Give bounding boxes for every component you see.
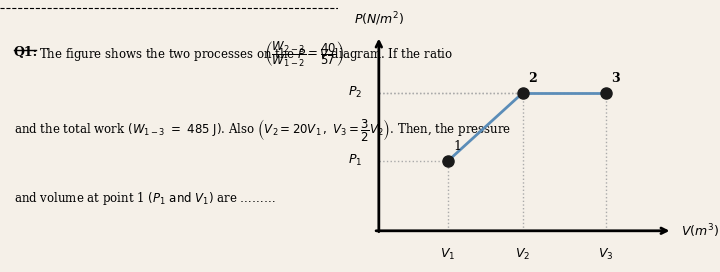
Text: $V_2$: $V_2$ (516, 247, 531, 262)
Text: 2: 2 (528, 72, 537, 85)
Text: $\left(\dfrac{W_{2-3}}{W_{1-2}} = \dfrac{40}{57}\right)$: $\left(\dfrac{W_{2-3}}{W_{1-2}} = \dfrac… (264, 39, 344, 69)
Text: $P_1$: $P_1$ (348, 153, 362, 168)
Text: $V_3$: $V_3$ (598, 247, 613, 262)
Text: 3: 3 (611, 72, 620, 85)
Text: 1: 1 (454, 140, 462, 153)
Text: The figure shows the two processes on the $P-V$ diagram. If the ratio: The figure shows the two processes on th… (39, 46, 453, 63)
Text: $P_2$: $P_2$ (348, 85, 362, 100)
Text: $V(m^3)$: $V(m^3)$ (680, 222, 719, 240)
Text: $V_1$: $V_1$ (441, 247, 456, 262)
Text: and the total work $(W_{1-3}\ =\ 485\ \mathrm{J})$. Also $\left(V_2 = 20V_1\,,\ : and the total work $(W_{1-3}\ =\ 485\ \m… (14, 117, 510, 143)
Text: and volume at point 1 $(P_1\ \mathrm{and}\ V_1)$ are $\ldots\ldots\ldots$: and volume at point 1 $(P_1\ \mathrm{and… (14, 190, 275, 207)
Text: Q1:: Q1: (14, 46, 37, 59)
Text: $P(N/m^2)$: $P(N/m^2)$ (354, 11, 404, 28)
